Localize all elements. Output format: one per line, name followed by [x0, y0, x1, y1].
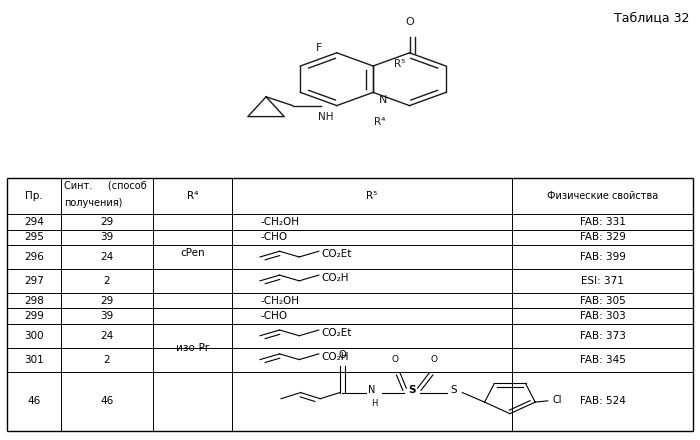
Text: -CHO: -CHO: [260, 311, 287, 321]
Text: 46: 46: [100, 396, 113, 407]
Text: Синт.     (способ: Синт. (способ: [64, 180, 147, 191]
Text: S: S: [451, 385, 457, 396]
Text: S: S: [408, 385, 416, 396]
Text: 296: 296: [24, 252, 43, 262]
Text: FAB: 331: FAB: 331: [580, 217, 625, 227]
Text: H: H: [371, 399, 378, 408]
Text: 29: 29: [100, 217, 113, 227]
Text: CO₂Et: CO₂Et: [321, 249, 352, 259]
Text: FAB: 303: FAB: 303: [580, 311, 625, 321]
Text: 299: 299: [24, 311, 43, 321]
Text: R⁴: R⁴: [187, 191, 198, 201]
Text: N: N: [368, 385, 375, 396]
Text: -CH₂OH: -CH₂OH: [260, 217, 299, 227]
Text: FAB: 373: FAB: 373: [580, 331, 625, 341]
Text: 39: 39: [100, 232, 113, 242]
Text: FAB: 329: FAB: 329: [580, 232, 625, 242]
Text: Cl: Cl: [553, 395, 562, 405]
Text: O: O: [405, 17, 414, 27]
Text: 297: 297: [24, 276, 43, 286]
Text: NH: NH: [318, 112, 333, 122]
Text: 39: 39: [100, 311, 113, 321]
Text: изо-Pr: изо-Pr: [176, 343, 209, 353]
Text: FAB: 524: FAB: 524: [580, 396, 625, 407]
Text: FAB: 345: FAB: 345: [580, 355, 625, 365]
Text: O: O: [430, 356, 438, 364]
Text: R⁵: R⁵: [394, 59, 405, 69]
Text: 2: 2: [104, 276, 110, 286]
Text: CO₂Et: CO₂Et: [321, 328, 352, 338]
Text: 29: 29: [100, 296, 113, 305]
Text: 300: 300: [24, 331, 43, 341]
Text: ESI: 371: ESI: 371: [581, 276, 624, 286]
Text: Таблица 32: Таблица 32: [614, 11, 690, 24]
Text: 294: 294: [24, 217, 43, 227]
Text: Пр.: Пр.: [25, 191, 43, 201]
Text: F: F: [316, 44, 323, 53]
Text: cPen: cPen: [181, 249, 205, 258]
Text: CO₂H: CO₂H: [321, 352, 349, 362]
Text: 2: 2: [104, 355, 110, 365]
Text: O: O: [391, 356, 398, 364]
Text: R⁵: R⁵: [366, 191, 377, 201]
Text: Физические свойства: Физические свойства: [547, 191, 658, 201]
Text: FAB: 399: FAB: 399: [580, 252, 625, 262]
Text: CO₂H: CO₂H: [321, 273, 349, 283]
Text: 301: 301: [24, 355, 43, 365]
Text: -CHO: -CHO: [260, 232, 287, 242]
Text: 24: 24: [100, 331, 113, 341]
Text: N: N: [379, 95, 387, 105]
Text: 298: 298: [24, 296, 43, 305]
Text: 295: 295: [24, 232, 43, 242]
Text: O: O: [338, 349, 346, 359]
Text: -CH₂OH: -CH₂OH: [260, 296, 299, 305]
Text: 46: 46: [27, 396, 41, 407]
Text: FAB: 305: FAB: 305: [580, 296, 625, 305]
Text: 24: 24: [100, 252, 113, 262]
Text: R⁴: R⁴: [374, 117, 386, 127]
Text: получения): получения): [64, 198, 122, 208]
